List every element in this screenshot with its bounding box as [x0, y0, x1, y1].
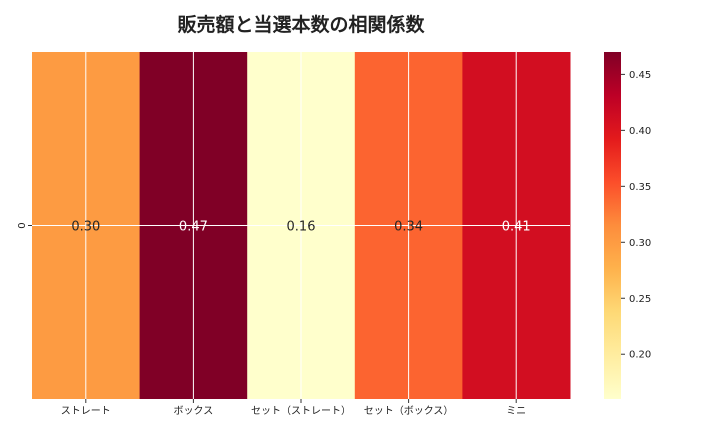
- colorbar-tick-label: 0.25: [629, 294, 651, 305]
- colorbar-tick-label: 0.20: [629, 350, 651, 361]
- x-tick-label: ストレート: [61, 406, 111, 417]
- cell-annotation: 0.41: [502, 220, 531, 235]
- y-tick-label: 0: [17, 222, 28, 228]
- x-tick-label: ミニ: [506, 406, 526, 417]
- cell-annotation: 0.47: [179, 220, 208, 235]
- colorbar-tick-label: 0.40: [629, 126, 651, 137]
- colorbar-tick-label: 0.45: [629, 70, 651, 81]
- cell-annotation: 0.34: [394, 220, 423, 235]
- cell-annotation: 0.30: [71, 220, 100, 235]
- x-tick-label: ボックス: [174, 405, 214, 417]
- cell-annotation: 0.16: [287, 220, 316, 235]
- x-tick-label: セット（ボックス）: [364, 405, 454, 417]
- x-tick-label: セット（ストレート）: [251, 405, 351, 417]
- chart-title: 販売額と当選本数の相関係数: [177, 13, 425, 36]
- colorbar-tick-label: 0.30: [629, 238, 651, 249]
- colorbar-tick-label: 0.35: [629, 182, 651, 193]
- colorbar: [604, 52, 621, 399]
